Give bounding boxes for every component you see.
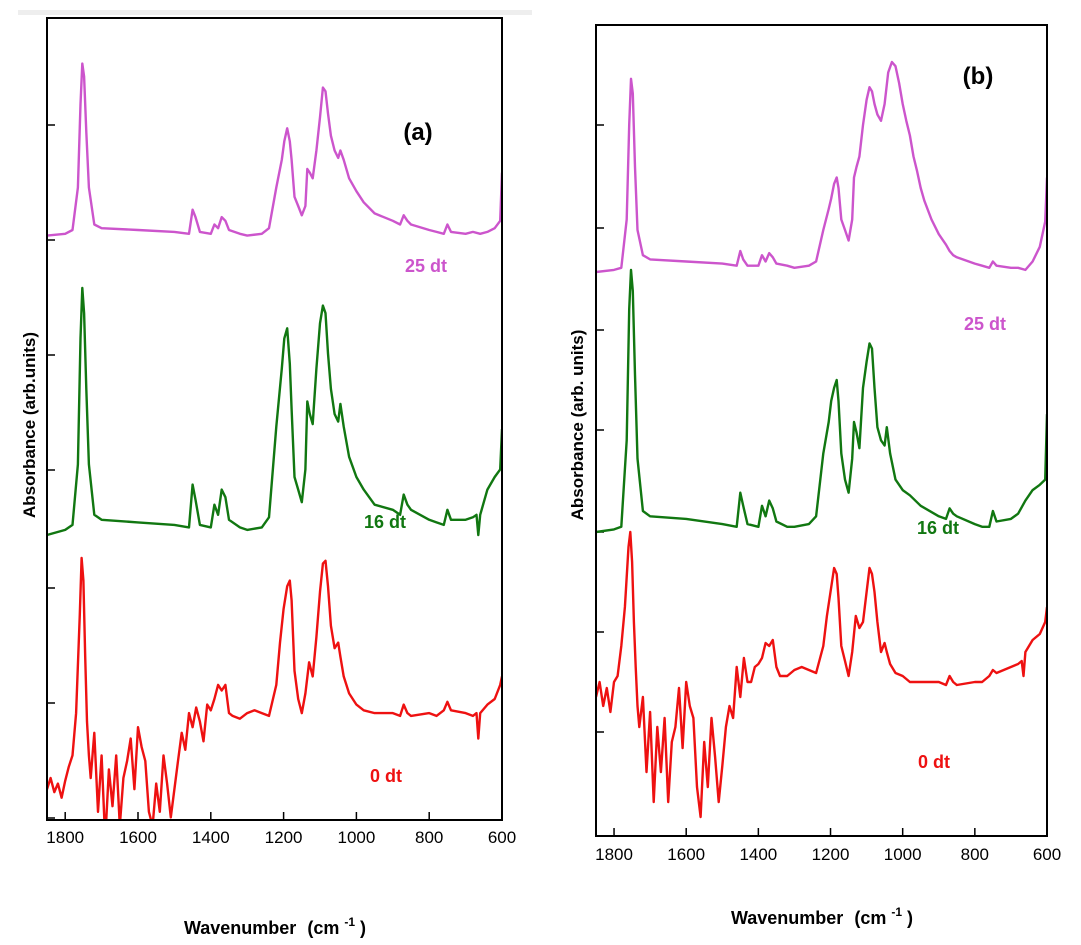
series-line-16-dt: [47, 286, 502, 537]
x-axis-unit-sup: -1: [891, 905, 902, 919]
panel-a-x-axis-label: Wavenumber (cm -1 ): [184, 910, 366, 938]
series-line-0-dt: [47, 556, 502, 820]
x-tick-label: 600: [1033, 845, 1061, 864]
series-line-0-dt: [596, 530, 1047, 819]
x-axis-unit-close: ): [907, 908, 913, 928]
panel-a: 1800 1600 1400 1200 1000 800 600 25 dt 16 dt 0 d…: [20, 17, 516, 938]
series-line-16-dt: [596, 268, 1047, 534]
panel-b-series-labels: 25 dt 16 dt 0 dt: [917, 314, 1006, 772]
panel-a-label: (a): [403, 119, 432, 146]
series-line-25-dt: [596, 60, 1047, 274]
x-tick-label: 1200: [812, 845, 850, 864]
panel-b-series: [596, 60, 1047, 819]
panel-b-y-axis-label: Absorbance (arb. units): [568, 330, 587, 521]
top-bar: [18, 10, 532, 15]
series-line-25-dt: [47, 62, 502, 237]
series-label-25-dt: 25 dt: [405, 256, 447, 276]
x-tick-label: 1400: [192, 828, 230, 847]
panel-a-y-axis-label: Absorbance (arb.units): [20, 332, 39, 518]
panel-a-frame: [46, 17, 503, 821]
x-tick-label: 1000: [337, 828, 375, 847]
panel-a-series-labels: 25 dt 16 dt 0 dt: [364, 256, 447, 786]
series-label-16-dt: 16 dt: [364, 512, 406, 532]
x-tick-label: 1600: [119, 828, 157, 847]
series-label-0-dt: 0 dt: [370, 766, 402, 786]
series-label-16-dt: 16 dt: [917, 518, 959, 538]
x-axis-unit: (cm: [854, 908, 886, 928]
x-tick-label: 800: [415, 828, 443, 847]
x-axis-title: Wavenumber: [731, 908, 843, 928]
x-axis-unit: (cm: [307, 918, 339, 938]
panel-b-x-axis-label: Wavenumber (cm -1 ): [731, 900, 913, 928]
series-label-0-dt: 0 dt: [918, 752, 950, 772]
series-label-25-dt: 25 dt: [964, 314, 1006, 334]
panel-b-x-ticks: 1800 1600 1400 1200 1000 800 600: [595, 828, 1061, 864]
x-tick-label: 1800: [595, 845, 633, 864]
x-tick-label: 1400: [739, 845, 777, 864]
x-tick-label: 1600: [667, 845, 705, 864]
panel-b-label: (b): [963, 63, 994, 90]
panel-a-series: [47, 62, 502, 820]
x-axis-title: Wavenumber: [184, 918, 296, 938]
panel-b-y-ticks: [596, 124, 604, 733]
panel-a-x-ticks: 1800 1600 1400 1200 1000 800 600: [46, 812, 516, 847]
x-tick-label: 1000: [884, 845, 922, 864]
x-tick-label: 1200: [265, 828, 303, 847]
x-tick-label: 1800: [46, 828, 84, 847]
x-axis-unit-sup: -1: [344, 915, 355, 929]
panel-a-y-ticks: [47, 124, 55, 819]
panel-b: 1800 1600 1400 1200 1000 800 600 25 dt 16 dt 0 d…: [568, 24, 1061, 928]
x-tick-label: 800: [961, 845, 989, 864]
x-tick-label: 600: [488, 828, 516, 847]
panel-b-frame: [595, 24, 1048, 837]
x-axis-unit-close: ): [360, 918, 366, 938]
